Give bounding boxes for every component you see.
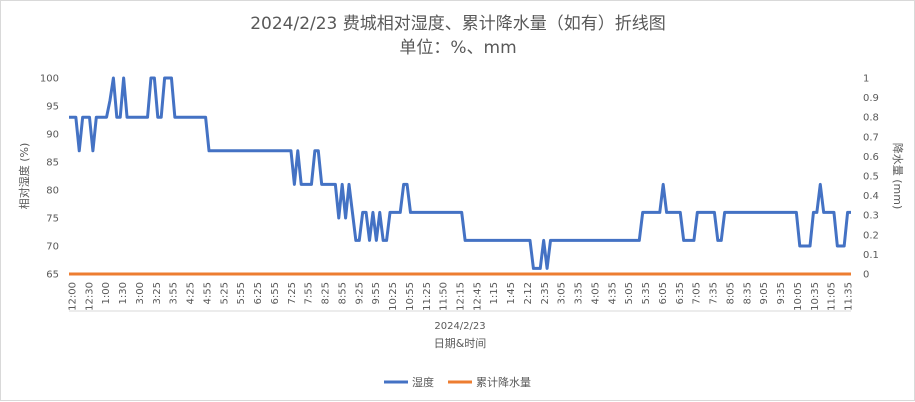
left-y-axis: 65 70 75 80 85 90 95 100 (40, 74, 59, 281)
x-tick-label: 10:55 (405, 282, 416, 311)
x-tick-label: 8:35 (742, 282, 753, 304)
chart-title: 2024/2/23 费城相对湿度、累计降水量（如有）折线图 (250, 14, 666, 34)
x-tick-label: 8:55 (337, 282, 348, 304)
x-tick-label: 7:05 (692, 282, 703, 304)
right-y-axis: 0 0.1 0.2 0.3 0.4 0.5 0.6 0.7 0.8 0.9 1 (863, 74, 879, 281)
x-tick-label: 10:25 (388, 282, 399, 311)
right-y-tick-label: 1 (863, 74, 869, 85)
x-tick-label: 5:05 (624, 282, 635, 304)
x-tick-label: 9:05 (759, 282, 770, 304)
x-tick-label: 11:25 (422, 282, 433, 311)
right-y-tick-label: 0.6 (863, 152, 879, 163)
x-tick-label: 9:25 (354, 282, 365, 304)
x-axis-label: 日期&时间 (434, 337, 487, 350)
left-y-tick-label: 90 (46, 130, 59, 141)
x-tick-label: 7:35 (709, 282, 720, 304)
right-y-tick-label: 0.4 (863, 191, 879, 202)
legend: 湿度 累计降水量 (384, 375, 531, 389)
x-tick-label: 4:25 (186, 282, 197, 304)
x-tick-label: 7:55 (304, 282, 315, 304)
legend-label-precip: 累计降水量 (476, 375, 531, 389)
right-y-tick-label: 0.5 (863, 172, 879, 183)
series-layer (69, 76, 851, 276)
left-y-tick-label: 100 (40, 74, 59, 85)
x-tick-label: 5:25 (219, 282, 230, 304)
x-tick-label: 1:30 (118, 282, 129, 304)
x-tick-label: 1:00 (101, 282, 112, 304)
x-tick-label: 2:12 (523, 282, 534, 304)
x-group-label: 2024/2/23 (434, 321, 485, 332)
right-y-tick-label: 0.1 (863, 250, 879, 261)
chart-subtitle: 单位：%、mm (399, 38, 516, 58)
x-tick-label: 10:35 (810, 282, 821, 311)
left-y-axis-label: 相对湿度 (%) (17, 143, 31, 210)
x-tick-label: 5:35 (641, 282, 652, 304)
right-y-axis-label: 降水量 (mm) (891, 143, 905, 210)
x-axis: 12:00 12:30 1:00 1:30 3:00 3:25 3:55 4:25 4:55 5:… (68, 282, 855, 311)
x-tick-label: 3:00 (135, 282, 146, 304)
x-tick-label: 10:05 (793, 282, 804, 311)
x-tick-label: 1:15 (489, 282, 500, 304)
x-tick-label: 12:00 (68, 282, 79, 311)
x-tick-label: 7:25 (287, 282, 298, 304)
left-y-tick-label: 85 (46, 158, 59, 169)
series-line-0 (69, 76, 851, 270)
x-tick-label: 6:55 (270, 282, 281, 304)
x-tick-label: 3:35 (574, 282, 585, 304)
x-tick-label: 8:25 (321, 282, 332, 304)
x-tick-label: 12:15 (456, 282, 467, 311)
legend-label-humidity: 湿度 (412, 375, 434, 389)
x-tick-label: 6:35 (675, 282, 686, 304)
x-tick-label: 4:35 (607, 282, 618, 304)
x-tick-label: 11:50 (439, 282, 450, 311)
right-y-tick-label: 0 (863, 270, 869, 281)
left-y-tick-label: 80 (46, 186, 59, 197)
x-tick-label: 11:05 (827, 282, 838, 311)
x-tick-label: 9:55 (371, 282, 382, 304)
right-y-tick-label: 0.8 (863, 113, 879, 124)
x-tick-label: 3:05 (557, 282, 568, 304)
x-tick-label: 3:55 (169, 282, 180, 304)
right-y-tick-label: 0.2 (863, 230, 879, 241)
x-tick-label: 6:05 (658, 282, 669, 304)
left-y-tick-label: 70 (46, 242, 59, 253)
x-tick-label: 12:30 (84, 282, 95, 311)
left-y-tick-label: 75 (46, 214, 59, 225)
x-tick-label: 6:25 (253, 282, 264, 304)
x-tick-label: 1:45 (506, 282, 517, 304)
x-tick-label: 8:05 (725, 282, 736, 304)
left-y-tick-label: 65 (46, 270, 59, 281)
right-y-tick-label: 0.7 (863, 132, 879, 143)
x-tick-label: 2:35 (540, 282, 551, 304)
x-tick-label: 3:25 (152, 282, 163, 304)
x-tick-label: 4:55 (202, 282, 213, 304)
left-y-tick-label: 95 (46, 102, 59, 113)
x-tick-label: 11:35 (844, 282, 855, 311)
right-y-tick-label: 0.9 (863, 93, 879, 104)
x-tick-label: 12:45 (472, 282, 483, 311)
right-y-tick-label: 0.3 (863, 211, 879, 222)
x-tick-label: 5:55 (236, 282, 247, 304)
x-tick-label: 9:35 (776, 282, 787, 304)
x-tick-label: 4:05 (590, 282, 601, 304)
